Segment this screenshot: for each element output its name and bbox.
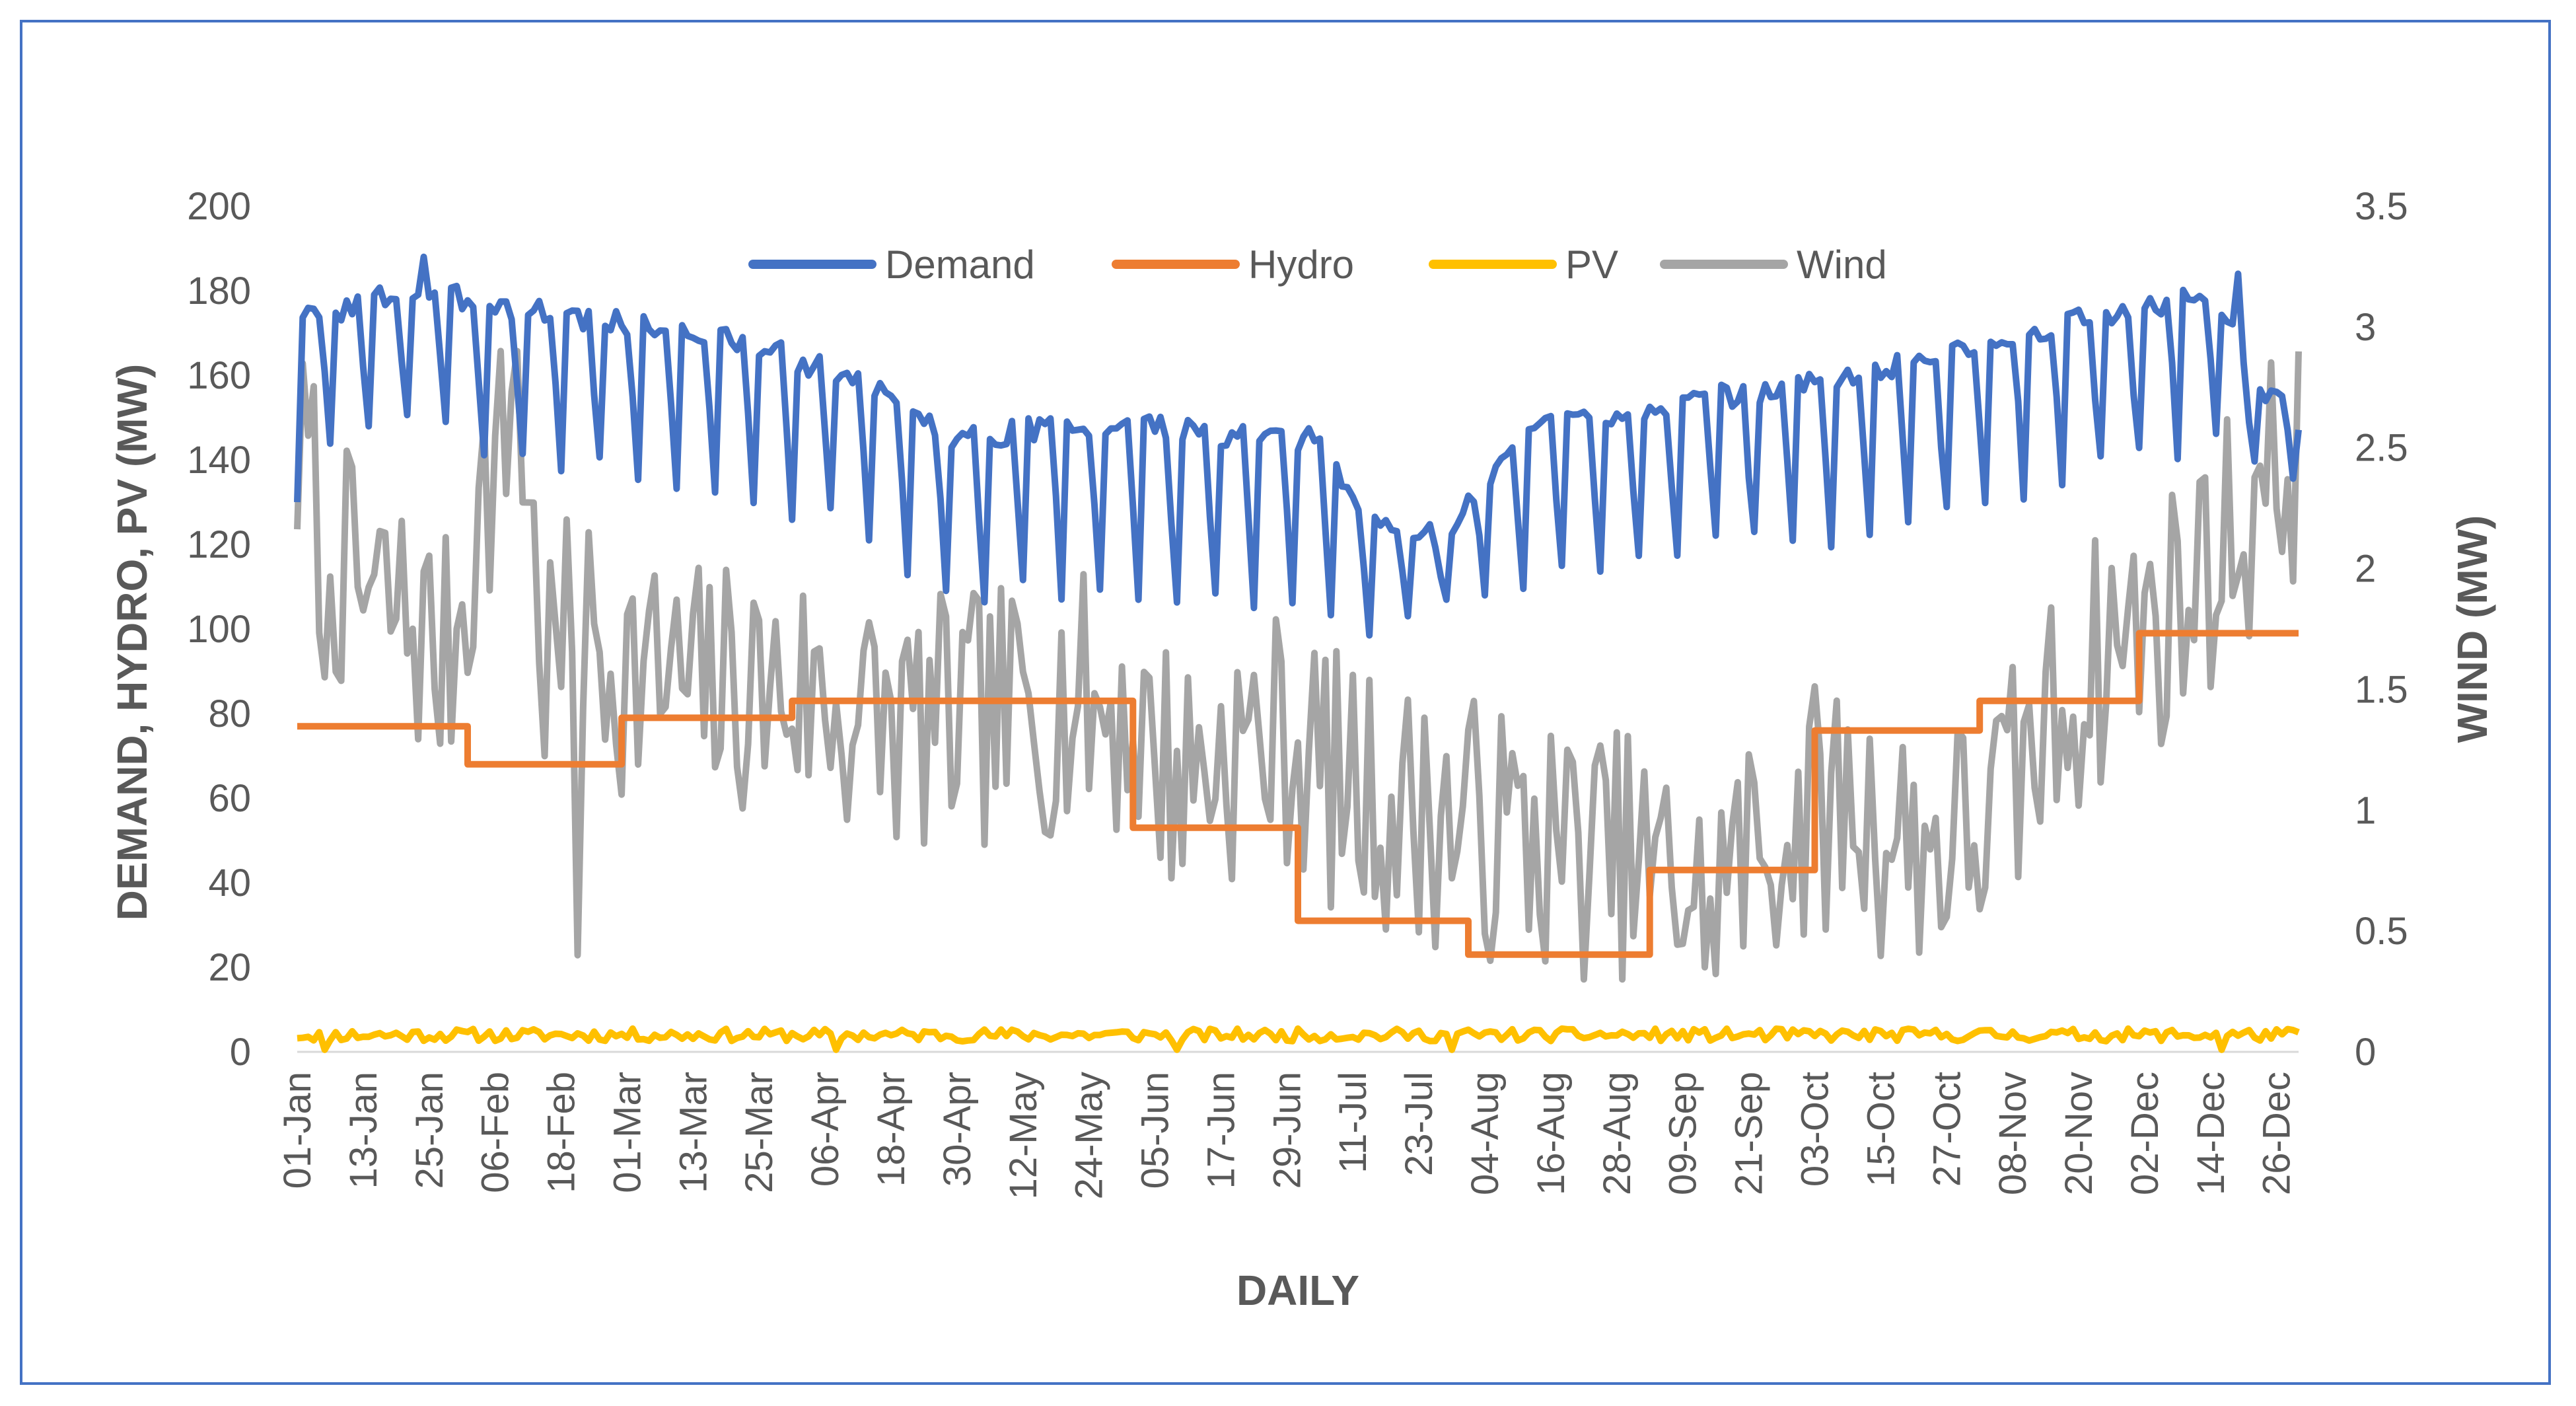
x-tick-label: 21-Sep (1728, 1072, 1771, 1195)
y-left-tick-label: 180 (187, 270, 251, 313)
y-axis-left-title: DEMAND, HYDRO, PV (MW) (108, 364, 156, 921)
x-tick-label: 01-Mar (606, 1072, 649, 1193)
x-tick-label: 12-May (1002, 1072, 1045, 1199)
x-tick-label: 03-Oct (1793, 1072, 1836, 1187)
x-tick-label: 15-Oct (1859, 1072, 1902, 1187)
y-right-tick-label: 2.5 (2355, 427, 2408, 470)
x-tick-label: 13-Jan (342, 1072, 385, 1189)
ticks-group: 0 20 40 60 80 100 120 140 160 180 200 0 0.5 1 1.5 2 2.5 3… (187, 185, 2408, 1199)
legend-label-hydro: Hydro (1248, 242, 1354, 287)
x-tick-label: 20-Nov (2057, 1072, 2100, 1195)
x-tick-label: 16-Aug (1530, 1072, 1573, 1195)
x-tick-label: 28-Aug (1596, 1072, 1639, 1195)
x-tick-label: 24-May (1068, 1072, 1111, 1199)
x-tick-label: 05-Jun (1134, 1072, 1177, 1189)
chart-frame (20, 20, 2551, 1385)
y-left-tick-label: 80 (208, 692, 251, 735)
y-left-tick-label: 40 (208, 862, 251, 905)
x-tick-label: 29-Jun (1266, 1072, 1308, 1189)
x-tick-label: 30-Apr (936, 1072, 979, 1187)
x-tick-label: 26-Dec (2256, 1072, 2299, 1195)
y-right-tick-label: 3.5 (2355, 185, 2408, 228)
legend-label-pv: PV (1565, 242, 1618, 287)
y-left-tick-label: 160 (187, 354, 251, 397)
x-tick-label: 14-Dec (2190, 1072, 2233, 1195)
y-left-tick-label: 140 (187, 439, 251, 482)
legend-label-demand: Demand (885, 242, 1035, 287)
x-tick-label: 01-Jan (276, 1072, 319, 1189)
y-left-tick-label: 120 (187, 523, 251, 566)
x-tick-label: 09-Sep (1662, 1072, 1705, 1195)
hydro-series-line (297, 630, 2299, 958)
x-tick-label: 23-Jul (1398, 1072, 1441, 1176)
x-tick-label: 06-Apr (804, 1072, 847, 1187)
y-left-tick-label: 0 (230, 1031, 251, 1074)
x-tick-label: 25-Jan (408, 1072, 451, 1189)
x-tick-label: 04-Aug (1464, 1072, 1507, 1195)
y-left-tick-label: 200 (187, 185, 251, 228)
x-tick-label: 18-Feb (540, 1072, 583, 1193)
x-tick-label: 06-Feb (474, 1072, 517, 1193)
y-left-tick-label: 60 (208, 777, 251, 820)
x-tick-label: 18-Apr (870, 1072, 913, 1187)
series-group (294, 253, 2302, 1053)
x-tick-label: 27-Oct (1925, 1072, 1968, 1187)
x-tick-label: 17-Jun (1199, 1072, 1242, 1189)
y-right-tick-label: 1.5 (2355, 668, 2408, 711)
y-right-tick-label: 2 (2355, 548, 2376, 591)
pv-series-line (297, 1025, 2300, 1053)
legend-label-wind: Wind (1797, 242, 1887, 287)
y-right-tick-label: 3 (2355, 306, 2376, 349)
y-left-tick-label: 20 (208, 946, 251, 989)
x-tick-label: 08-Nov (1991, 1072, 2034, 1195)
y-right-tick-label: 0.5 (2355, 910, 2408, 953)
demand-series-line (294, 253, 2302, 639)
x-tick-label: 25-Mar (738, 1072, 781, 1193)
y-right-tick-label: 1 (2355, 789, 2376, 832)
x-axis-title: DAILY (1236, 1267, 1359, 1314)
y-left-tick-label: 100 (187, 608, 251, 651)
x-tick-label: 13-Mar (672, 1072, 715, 1193)
legend: Demand Hydro PV Wind (748, 242, 1887, 287)
y-axis-right-title: WIND (MW) (2449, 515, 2496, 743)
x-tick-label: 02-Dec (2124, 1072, 2166, 1195)
y-right-tick-label: 0 (2355, 1031, 2376, 1074)
x-tick-label: 11-Jul (1332, 1072, 1375, 1173)
